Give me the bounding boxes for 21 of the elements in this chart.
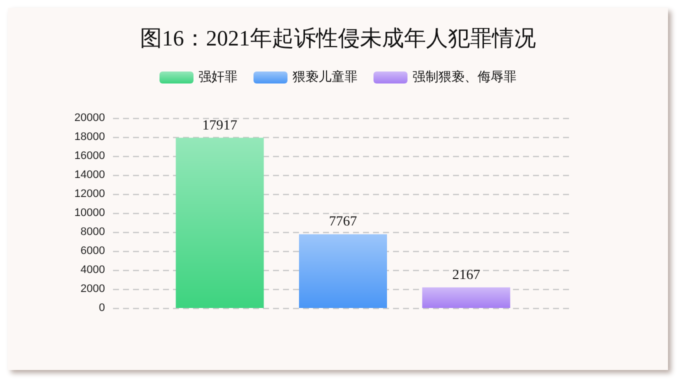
data-label: 7767 xyxy=(329,214,357,230)
y-tick-label: 8000 xyxy=(80,226,105,238)
bar xyxy=(422,287,510,308)
y-tick-label: 2000 xyxy=(80,283,105,295)
y-tick-label: 4000 xyxy=(80,264,105,276)
y-tick-label: 12000 xyxy=(74,188,105,200)
y-tick-label: 14000 xyxy=(74,169,105,181)
y-tick-label: 20000 xyxy=(74,112,105,124)
y-tick-label: 6000 xyxy=(80,245,105,257)
y-tick-label: 18000 xyxy=(74,131,105,143)
y-tick-label: 10000 xyxy=(74,207,105,219)
chart-title: 图16：2021年起诉性侵未成年人犯罪情况 xyxy=(140,26,536,50)
data-label: 2167 xyxy=(452,268,480,283)
y-tick-label: 0 xyxy=(98,302,105,314)
legend-label: 强奸罪 xyxy=(198,70,238,85)
bar xyxy=(176,138,264,308)
bar xyxy=(299,234,387,308)
legend-label: 猥亵儿童罪 xyxy=(292,69,358,85)
legend-label: 强制猥亵、侮辱罪 xyxy=(412,69,516,85)
y-tick-label: 16000 xyxy=(74,150,105,162)
data-label: 17917 xyxy=(202,118,238,134)
